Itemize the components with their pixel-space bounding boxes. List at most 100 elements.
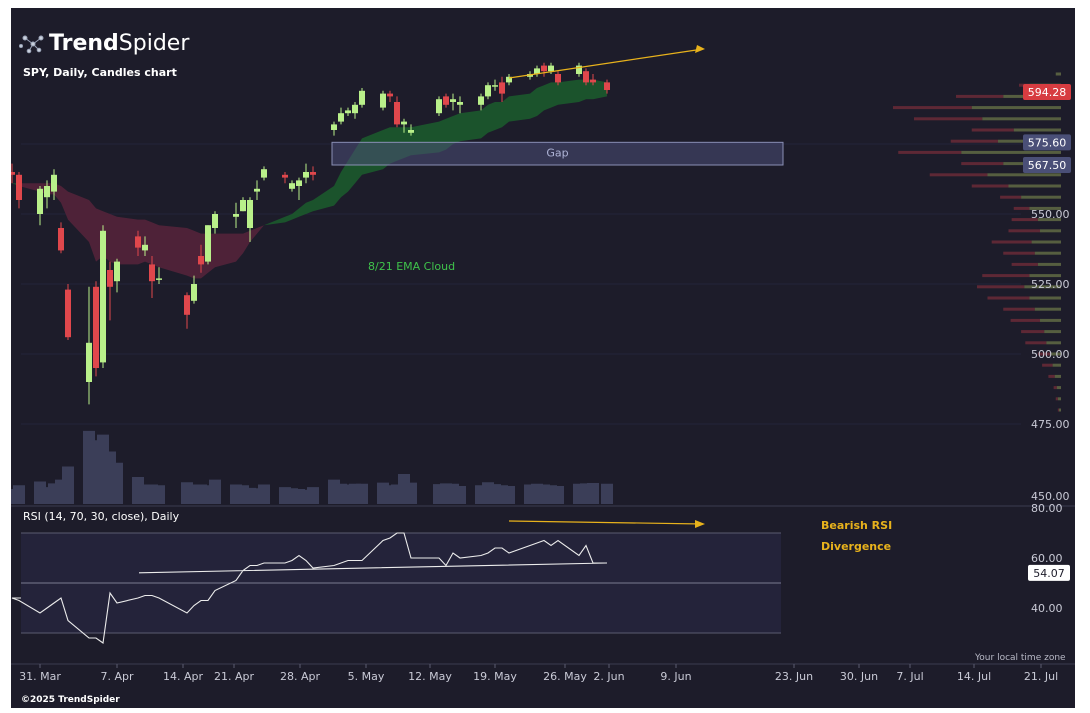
candle-body (233, 214, 239, 217)
rsi-last-tag-text: 54.07 (1033, 567, 1065, 580)
divergence-label-line2: Divergence (821, 540, 891, 553)
volume-profile-down-bar (1013, 206, 1030, 210)
ema-cloud-segment (19, 183, 40, 192)
gap-bottom-tag-text: 567.50 (1028, 159, 1067, 172)
ema-cloud-segment (481, 104, 488, 139)
candle-body (408, 130, 414, 133)
ema-cloud-segment (558, 79, 579, 105)
candle-body (247, 200, 253, 228)
volume-profile-down-bar (914, 117, 983, 121)
candle-body (86, 342, 92, 382)
volume-profile-down-bar (893, 106, 972, 110)
volume-profile-down-bar (1010, 318, 1040, 322)
candle-body (205, 225, 211, 262)
candle-body (107, 270, 113, 287)
rsi-tick-label: 60.00 (1031, 552, 1063, 565)
volume-profile-up-bar (1056, 386, 1061, 390)
annotations: 8/21 EMA Cloud (368, 45, 705, 273)
candle-body (436, 99, 442, 114)
candle-body (149, 264, 155, 282)
rsi-title: RSI (14, 70, 30, close), Daily (23, 510, 180, 523)
ema-cloud-segment (117, 216, 138, 265)
rsi-trend-arrowhead (695, 520, 705, 528)
candle-body (576, 65, 582, 74)
x-tick-label: 9. Jun (660, 670, 691, 683)
price-tick-label: 525.00 (1031, 278, 1070, 291)
x-tick-label: 31. Mar (19, 670, 61, 683)
gap-rectangle (331, 141, 784, 166)
ema-cloud-segment (243, 230, 250, 254)
volume-bar (258, 484, 270, 504)
ema-cloud-segment (306, 200, 313, 214)
volume-profile-up-bar (1058, 408, 1061, 412)
candle-body (380, 93, 386, 108)
ema-cloud-segment (334, 172, 341, 206)
brand-name-bold: Trend (49, 31, 119, 56)
candle-body (331, 124, 337, 130)
volume-profile-down-bar (929, 173, 988, 177)
volume-profile-up-bar (987, 173, 1061, 177)
ema-cloud-segment (460, 110, 481, 142)
x-tick-label: 5. May (348, 670, 385, 683)
candle-body (44, 186, 50, 198)
ema-cloud-label: 8/21 EMA Cloud (368, 260, 455, 273)
candle-body (184, 295, 190, 315)
timezone-note[interactable]: Your local time zone (974, 653, 1066, 663)
rsi-last-tag-bg (1028, 564, 1070, 581)
volume-profile-up-bar (1052, 363, 1061, 367)
x-tick-label: 2. Jun (593, 670, 624, 683)
volume-profile-up-bar (1040, 318, 1061, 322)
ema-cloud-segment (292, 208, 299, 220)
candle-body (303, 172, 309, 178)
candle-body (93, 286, 99, 368)
x-tick-label: 21. Jul (1024, 670, 1058, 683)
candle-body (296, 180, 302, 186)
candles (11, 62, 610, 405)
chart-container[interactable]: TrendSpider SPY, Daily, Candles chart Ga… (11, 8, 1075, 708)
ema-cloud-segment (313, 186, 334, 212)
gap-bottom-tag: 567.50 (1023, 157, 1071, 173)
candle-body (198, 256, 204, 265)
candle-body (191, 284, 197, 301)
volume-bar (587, 483, 599, 504)
volume-bar (111, 462, 123, 504)
volume-bar (601, 483, 613, 504)
volume-bar (405, 482, 417, 504)
volume-profile-up-bar (1054, 374, 1061, 378)
volume-profile-up-bar (971, 106, 1061, 110)
candle-body (506, 76, 512, 83)
ema-cloud-segment (110, 214, 117, 265)
volume-profile-down-bar (1055, 397, 1058, 401)
rsi-top-label: 80.00 (1031, 502, 1063, 515)
candle-body (114, 261, 120, 282)
x-tick-label: 7. Jul (896, 670, 923, 683)
candle-body (590, 79, 596, 83)
volume-profile-up-bar (1037, 262, 1061, 266)
gap-label: Gap (546, 146, 568, 159)
svg-text:TrendSpider: TrendSpider (49, 31, 190, 56)
ema-cloud-segment (215, 233, 236, 268)
candle-body (16, 174, 22, 200)
ema-cloud-segment (537, 85, 544, 116)
ema-cloud-segment (89, 200, 96, 262)
volume-profile-down-bar (1042, 363, 1053, 367)
price-axis: 475.00500.00525.00550.00575.00594.28575.… (1023, 84, 1071, 615)
price-chart[interactable]: TrendSpider SPY, Daily, Candles chart Ga… (11, 8, 1075, 708)
candle-body (450, 99, 456, 102)
volume-bar (356, 483, 368, 504)
x-tick-label: 19. May (473, 670, 517, 683)
candle-body (261, 169, 267, 178)
volume-profile-up-bar (982, 117, 1061, 121)
candle-body (58, 228, 64, 251)
volume-profile-down-bar (1011, 262, 1038, 266)
volume-profile-down-bar (898, 150, 962, 154)
candle-body (555, 74, 561, 83)
candle-body (51, 174, 57, 192)
ema-cloud-segment (138, 219, 145, 265)
volume-profile-up-bar (1044, 330, 1061, 334)
ema-cloud-segment (250, 228, 257, 242)
rsi-last-tag: 54.07 (1028, 564, 1070, 581)
candle-body (401, 121, 407, 125)
volume-profile-up-bar (1029, 296, 1061, 300)
volume-profile-up-bar (1055, 72, 1061, 76)
